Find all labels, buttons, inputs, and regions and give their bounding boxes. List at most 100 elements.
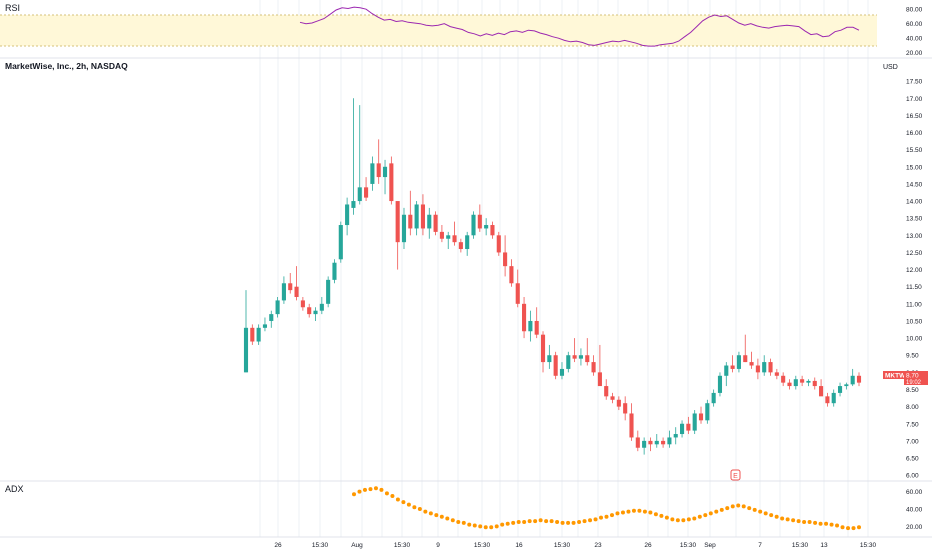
adx-point (747, 506, 752, 511)
adx-point (664, 515, 669, 520)
candle-body (679, 423, 685, 435)
candle-body (850, 375, 855, 385)
time-tick-label: 15:30 (474, 542, 491, 549)
rsi-title: RSI (5, 3, 20, 13)
time-tick-label: 7 (758, 542, 762, 549)
adx-point (648, 510, 653, 515)
price-tag-symbol-box (883, 371, 905, 379)
adx-point (505, 521, 510, 526)
adx-point (763, 511, 768, 516)
adx-point (555, 520, 560, 524)
candle-body (698, 413, 704, 421)
adx-point (769, 513, 774, 518)
adx-point (824, 521, 829, 526)
price-tag: MKTW 8.70 19:02 (883, 371, 928, 386)
candle-body (376, 163, 381, 178)
candlestick-series (243, 98, 862, 455)
candle-body (389, 163, 394, 202)
price-tick-label: 11.50 (906, 284, 922, 291)
candle-body (522, 303, 527, 332)
rsi-tick-label: 60.00 (906, 21, 923, 28)
adx-point (714, 509, 719, 514)
time-tick-label: 15:30 (680, 542, 697, 549)
adx-point (736, 503, 741, 508)
candle-body (686, 423, 691, 431)
adx-point (846, 526, 851, 531)
adx-point (813, 520, 818, 525)
time-tick-label: 15:30 (792, 542, 809, 549)
currency-label: USD (883, 64, 898, 71)
adx-point (445, 516, 450, 521)
candle-body (515, 283, 520, 304)
adx-point (483, 525, 488, 530)
earnings-marker[interactable]: E (730, 469, 741, 481)
time-tick-label: 26 (274, 542, 282, 549)
candle-body (717, 375, 723, 393)
price-pane: MarketWise, Inc., 2h, NASDAQ USD 17.5017… (5, 61, 928, 481)
adx-point (719, 507, 724, 512)
adx-point (675, 518, 680, 523)
price-tick-label: 8.50 (906, 387, 919, 394)
candle-body (534, 320, 539, 335)
adx-point (456, 520, 461, 524)
candle-body (730, 365, 735, 369)
adx-point (615, 511, 620, 516)
candle-body (338, 225, 343, 260)
time-tick-label: 16 (515, 542, 523, 549)
candle-body (654, 440, 659, 445)
earnings-marker-label: E (733, 473, 738, 480)
candle-body (269, 314, 274, 321)
adx-point (401, 500, 406, 505)
adx-point (395, 497, 400, 502)
candle-body (294, 286, 299, 297)
adx-point (752, 507, 757, 512)
adx-point (796, 519, 801, 524)
time-tick-label: 26 (644, 542, 652, 549)
adx-point (829, 522, 834, 527)
adx-point (670, 517, 675, 522)
price-tick-label: 12.50 (906, 250, 923, 257)
candle-body (414, 204, 419, 229)
candle-body (427, 214, 432, 229)
candle-body (774, 372, 779, 376)
candle-body (307, 307, 312, 315)
candle-body (256, 327, 261, 342)
candle-body (465, 235, 470, 250)
candle-body (553, 355, 558, 376)
candle-body (806, 380, 811, 383)
adx-point (494, 524, 499, 529)
adx-point (439, 514, 444, 519)
candle-body (800, 379, 805, 383)
price-tick-label: 14.00 (906, 199, 923, 206)
adx-point (571, 520, 576, 525)
price-tick-label: 13.50 (906, 216, 923, 223)
adx-tick-label: 60.00 (906, 489, 923, 496)
candle-body (313, 310, 318, 315)
candle-body (357, 187, 362, 202)
price-tick-label: 13.00 (906, 233, 923, 240)
adx-point (631, 508, 636, 513)
candle-body (673, 434, 678, 438)
adx-point (582, 519, 587, 524)
adx-point (373, 486, 378, 491)
adx-point (577, 520, 582, 524)
earnings-marker-box[interactable] (730, 469, 741, 481)
candle-body (503, 252, 508, 267)
adx-point (461, 520, 466, 525)
adx-tick-label: 20.00 (906, 524, 923, 531)
adx-point (730, 504, 735, 509)
price-pane-title: MarketWise, Inc., 2h, NASDAQ (5, 61, 128, 71)
vertical-grid (259, 0, 869, 537)
adx-point (352, 492, 356, 497)
adx-point (758, 509, 763, 514)
adx-point (703, 513, 708, 518)
adx-point (642, 509, 647, 514)
candle-body (642, 440, 647, 448)
rsi-tick-label: 40.00 (906, 36, 923, 43)
candle-body (831, 392, 836, 404)
candle-body (401, 214, 407, 243)
adx-point (500, 522, 505, 527)
adx-pane: ADX 60.00 40.00 20.00 (5, 484, 923, 531)
candle-body (781, 375, 786, 383)
candle-body (736, 355, 741, 369)
